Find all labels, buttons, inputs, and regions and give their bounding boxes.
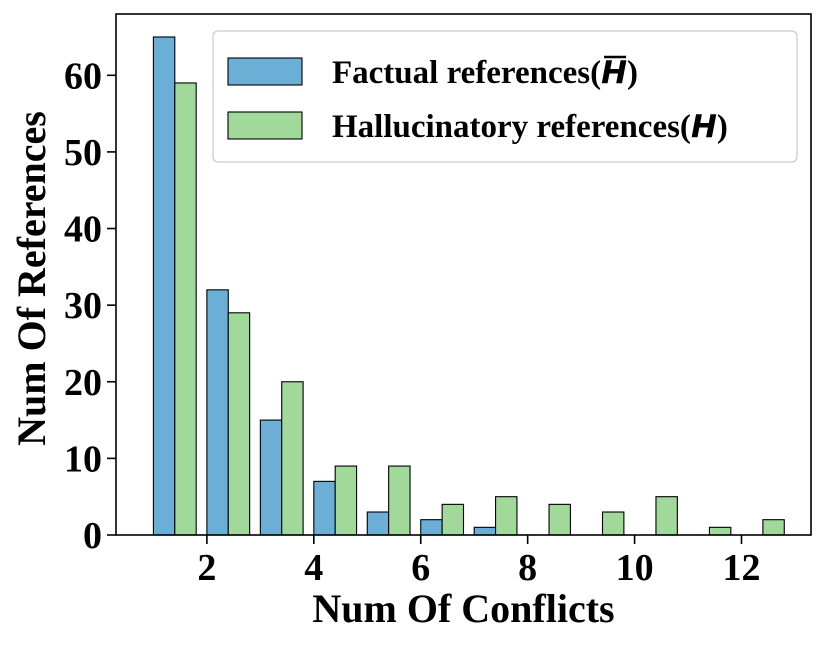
bar-hallucinatory-5 — [388, 465, 411, 536]
y-tick-label: 30 — [64, 285, 102, 327]
legend-label-text: Hallucinatory references( — [332, 109, 691, 145]
x-axis-ticks: 2 4 6 8 10 12 — [197, 535, 761, 589]
bars-group — [152, 36, 785, 536]
y-axis-ticks: 0 10 20 30 40 50 60 — [64, 55, 116, 557]
bar-hallucinatory-2 — [227, 312, 251, 536]
x-tick-label: 10 — [616, 547, 654, 589]
bar-hallucinatory-7 — [495, 496, 518, 536]
bar-factual-5 — [366, 511, 390, 536]
legend-math-symbol: H — [601, 55, 627, 91]
bar-hallucinatory-8 — [548, 503, 571, 536]
x-axis-label: Num Of Conflicts — [312, 586, 614, 631]
x-tick-label: 4 — [304, 547, 323, 589]
bar-factual-3 — [259, 419, 283, 536]
bar-factual-6 — [420, 519, 443, 536]
bar-factual-7 — [473, 526, 497, 536]
bar-hallucinatory-9 — [601, 511, 625, 536]
x-tick-label: 8 — [518, 547, 537, 589]
plot-area-frame — [115, 13, 812, 536]
x-tick-label: 2 — [197, 547, 216, 589]
y-tick-label: 60 — [64, 55, 102, 97]
legend-label-close: ) — [717, 109, 728, 145]
legend-box — [212, 30, 798, 163]
legend-math-symbol: H — [691, 109, 717, 145]
bar-hallucinatory-4 — [334, 465, 358, 536]
y-tick-label: 40 — [64, 209, 102, 251]
bar-hallucinatory-6 — [441, 503, 465, 536]
y-axis-label: Num Of References — [9, 111, 54, 446]
y-tick-label: 10 — [64, 438, 102, 480]
legend-label-hallucinatory: Hallucinatory references(H) — [332, 109, 728, 145]
y-tick-label: 50 — [64, 132, 102, 174]
bar-hallucinatory-11 — [708, 526, 732, 536]
legend-swatch-factual — [227, 57, 303, 86]
y-tick-label: 0 — [83, 515, 102, 557]
legend-label-factual: Factual references(H) — [332, 55, 638, 91]
legend: Factual references(H)Hallucinatory refer… — [212, 30, 798, 163]
bar-hallucinatory-12 — [762, 519, 785, 536]
bar-factual-1 — [152, 36, 176, 536]
legend-label-text: Factual references( — [332, 55, 601, 91]
legend-label-close: ) — [627, 55, 638, 91]
legend-swatch-hallucinatory — [227, 111, 303, 140]
bar-hallucinatory-10 — [655, 496, 678, 536]
x-tick-label: 6 — [411, 547, 430, 589]
bar-factual-4 — [313, 480, 336, 536]
x-tick-label: 12 — [723, 547, 761, 589]
bar-hallucinatory-3 — [281, 381, 304, 536]
bar-factual-2 — [206, 289, 229, 536]
y-tick-label: 20 — [64, 362, 102, 404]
bar-hallucinatory-1 — [174, 82, 197, 536]
